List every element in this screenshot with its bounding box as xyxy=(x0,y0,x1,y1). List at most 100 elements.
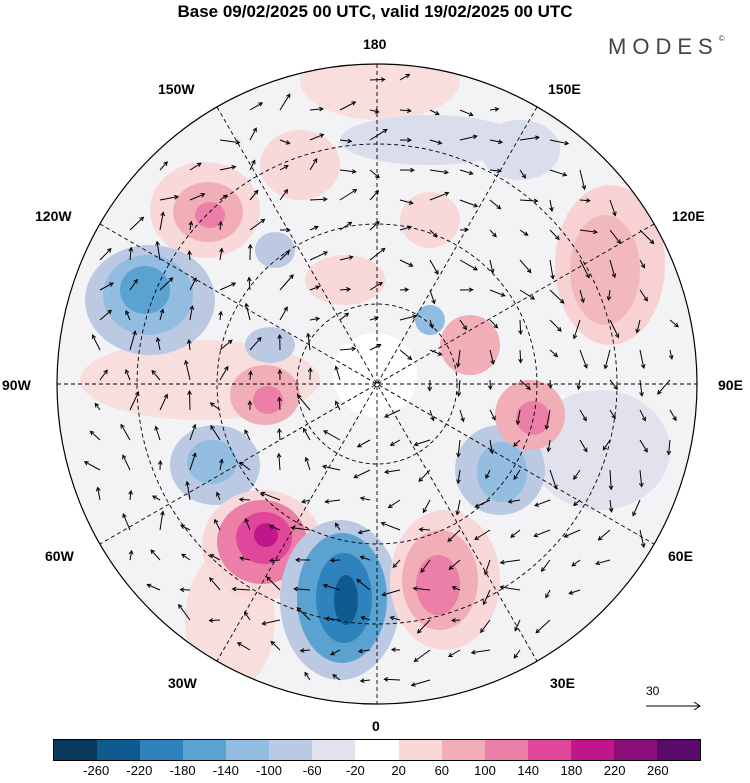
wind-vector-head xyxy=(583,447,588,453)
wind-vector xyxy=(129,331,136,351)
wind-vector xyxy=(335,366,341,381)
wind-vector-head xyxy=(324,616,330,622)
lon-label-180: 180 xyxy=(363,36,387,52)
wind-vector xyxy=(549,199,553,212)
lon-label-120e: 120E xyxy=(672,208,705,224)
wind-vector-head xyxy=(179,587,185,593)
wind-vector-head xyxy=(304,456,310,462)
wind-vector-head xyxy=(216,491,221,497)
wind-vector-head xyxy=(359,555,365,560)
wind-vector-head xyxy=(289,274,294,280)
wind-vector-head xyxy=(174,194,180,200)
wind-vector-head xyxy=(360,615,366,621)
wind-vector-head xyxy=(499,559,505,565)
wind-vector-head xyxy=(412,586,418,591)
colorbar-ticks: -260 -220 -180 -140 -100 -60 -20 20 60 100 140 180 2… xyxy=(0,763,750,783)
colorbar-tick-label: 220 xyxy=(603,763,626,778)
beaufort-high xyxy=(305,255,385,305)
wind-vector-head xyxy=(392,563,398,568)
wind-vector xyxy=(549,379,552,389)
wind-vector-head xyxy=(260,491,266,497)
reference-arrow xyxy=(646,701,701,711)
wind-vector-head xyxy=(474,503,480,508)
wind-vector xyxy=(391,649,401,651)
wind-vector xyxy=(429,289,435,304)
colorbar-swatch xyxy=(656,740,700,760)
wind-vector xyxy=(296,607,311,621)
wind-vector xyxy=(369,169,380,178)
wind-vector-head xyxy=(373,316,379,321)
wind-vector xyxy=(429,139,442,144)
wind-vector-head xyxy=(643,296,648,302)
wind-vector-head xyxy=(550,274,555,280)
wind-vector-head xyxy=(139,216,145,222)
wind-vector-head xyxy=(437,351,443,356)
wind-vector-head xyxy=(494,107,500,112)
wind-vector-head xyxy=(573,475,578,480)
wind-vector xyxy=(323,430,341,441)
wind-vector xyxy=(475,499,491,508)
wind-vector xyxy=(549,319,562,332)
wind-vector-head xyxy=(456,452,461,458)
wind-vector xyxy=(602,439,611,451)
colorbar-tick-label: -180 xyxy=(169,763,196,778)
wind-vector-head xyxy=(448,565,454,570)
wind-vector xyxy=(639,259,645,268)
wind-vector xyxy=(639,439,648,453)
kamchatka-weak-negative xyxy=(480,120,560,180)
taymyr-high xyxy=(440,315,500,375)
wind-vector xyxy=(335,523,341,531)
wind-vector-head xyxy=(302,427,308,433)
wind-vector-head xyxy=(499,585,505,590)
wind-vector-head xyxy=(389,615,395,621)
wind-vector-head xyxy=(122,454,127,460)
wind-vector-head xyxy=(635,328,640,334)
wind-vector xyxy=(429,349,442,356)
wind-arrows xyxy=(83,73,679,687)
colorbar-swatch xyxy=(269,740,313,760)
wind-vector xyxy=(541,559,551,572)
wind-vector xyxy=(458,379,461,396)
wind-vector xyxy=(456,499,461,515)
wind-vector-head xyxy=(185,480,190,486)
lon-label-60e: 60E xyxy=(668,548,693,564)
lon-label-90w: 90W xyxy=(2,377,31,393)
wind-vector-head xyxy=(444,191,450,197)
wind-vector-head xyxy=(322,196,328,202)
wind-vector xyxy=(417,619,431,634)
wind-vector xyxy=(270,641,281,651)
wind-vector xyxy=(418,469,431,482)
wind-vector xyxy=(185,360,191,381)
wind-vector-head xyxy=(447,652,453,658)
wind-vector-head xyxy=(613,385,618,390)
wind-vector-head xyxy=(181,553,187,559)
wind-vector-head xyxy=(244,517,249,523)
colorbar-swatch xyxy=(613,740,657,760)
colorbar-swatch xyxy=(441,740,485,760)
wind-vector-head xyxy=(437,140,443,145)
wind-vector-head xyxy=(430,416,435,422)
wind-vector xyxy=(269,559,281,562)
wind-vector xyxy=(219,194,228,201)
wind-vector-head xyxy=(351,101,357,106)
wind-vector-head xyxy=(380,247,386,253)
wind-vector-head xyxy=(218,220,223,226)
wind-vector-head xyxy=(384,469,389,475)
wind-vector-head xyxy=(455,510,461,516)
wind-vector xyxy=(323,584,341,591)
wind-vector xyxy=(189,390,191,411)
wind-vector xyxy=(262,619,281,625)
wind-vector-head xyxy=(359,496,365,501)
wind-vector xyxy=(484,559,491,575)
wind-vector xyxy=(514,619,521,631)
wind-vector-head xyxy=(356,578,362,584)
wind-vector xyxy=(448,559,461,570)
wind-vector xyxy=(309,251,328,261)
wind-vector-head xyxy=(252,127,257,133)
wind-vector-head xyxy=(451,586,457,591)
wind-vector xyxy=(452,586,461,591)
wind-vector-head xyxy=(580,298,585,304)
wind-vector xyxy=(339,189,357,201)
wind-vector-head xyxy=(410,167,415,173)
wind-vector-head xyxy=(315,285,321,290)
